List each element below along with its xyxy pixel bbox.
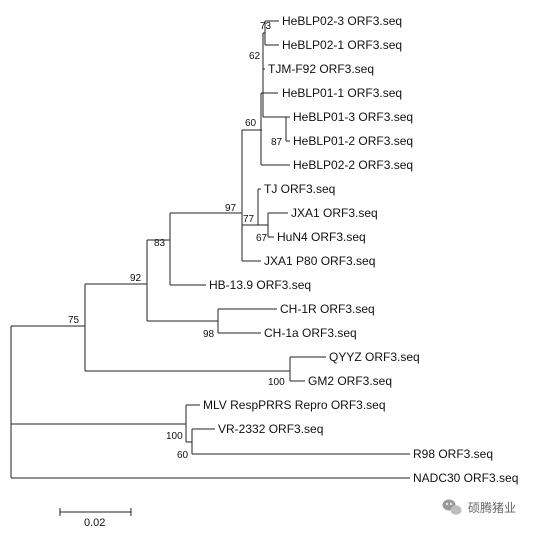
leaf-ch-1a: CH-1a ORF3.seq (264, 326, 357, 340)
scale-bar: 0.02 (59, 508, 132, 529)
leaf-heblp01-3: HeBLP01-3 ORF3.seq (293, 110, 413, 124)
bootstrap-value: 100 (268, 377, 285, 388)
leaf-heblp02-2: HeBLP02-2 ORF3.seq (293, 158, 413, 172)
leaf-gm2: GM2 ORF3.seq (308, 374, 392, 388)
leaf-heblp02-1: HeBLP02-1 ORF3.seq (282, 38, 402, 52)
leaf-labels: HeBLP02-3 ORF3.seq HeBLP02-1 ORF3.seq TJ… (203, 14, 518, 485)
leaf-jxa1: JXA1 ORF3.seq (291, 206, 378, 220)
leaf-r98: R98 ORF3.seq (413, 447, 493, 461)
bootstrap-value: 75 (68, 315, 80, 326)
bootstrap-value: 60 (177, 450, 189, 461)
tree-branches (10, 20, 410, 479)
bootstrap-value: 60 (245, 118, 257, 129)
bootstrap-value: 87 (271, 137, 283, 148)
bootstrap-value: 97 (225, 203, 237, 214)
wechat-icon (442, 499, 462, 515)
leaf-tj: TJ ORF3.seq (264, 182, 335, 196)
leaf-jxa1-p80: JXA1 P80 ORF3.seq (264, 254, 375, 268)
leaf-tjm-f92: TJM-F92 ORF3.seq (268, 62, 374, 76)
leaf-hb-13-9: HB-13.9 ORF3.seq (209, 278, 311, 292)
bootstrap-value: 100 (166, 431, 183, 442)
leaf-heblp01-2: HeBLP01-2 ORF3.seq (293, 134, 413, 148)
leaf-heblp01-1: HeBLP01-1 ORF3.seq (282, 86, 402, 100)
bootstrap-value: 98 (203, 329, 215, 340)
bootstrap-values: 73 62 60 87 97 77 67 83 92 98 75 100 100… (68, 21, 285, 461)
bootstrap-value: 62 (249, 51, 261, 62)
bootstrap-value: 92 (130, 273, 142, 284)
leaf-mlv-respprrs-repro: MLV RespPRRS Repro ORF3.seq (203, 398, 386, 412)
watermark: 硕腾猪业 (442, 499, 516, 515)
scale-bar-label: 0.02 (84, 517, 105, 529)
bootstrap-value: 83 (154, 238, 166, 249)
leaf-vr-2332: VR-2332 ORF3.seq (218, 422, 323, 436)
leaf-nadc30: NADC30 ORF3.seq (413, 471, 518, 485)
leaf-qyyz: QYYZ ORF3.seq (329, 350, 420, 364)
leaf-heblp02-3: HeBLP02-3 ORF3.seq (282, 14, 402, 28)
bootstrap-value: 67 (256, 233, 268, 244)
leaf-hun4: HuN4 ORF3.seq (277, 230, 366, 244)
bootstrap-value: 73 (260, 21, 272, 32)
watermark-text: 硕腾猪业 (468, 500, 516, 515)
leaf-ch-1r: CH-1R ORF3.seq (280, 302, 375, 316)
bootstrap-value: 77 (243, 214, 255, 225)
